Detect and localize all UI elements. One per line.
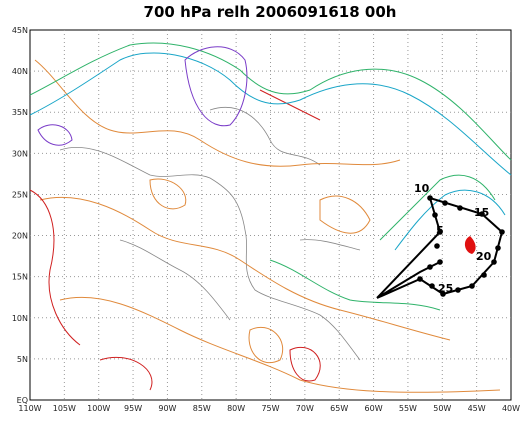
lat-label: 30N — [12, 149, 28, 158]
lon-label: 40W — [502, 404, 520, 413]
lat-label: 40N — [12, 67, 28, 76]
contours-orange — [34, 59, 501, 393]
contours-cyan — [29, 52, 512, 251]
track-label: 25 — [438, 282, 453, 295]
lat-label: 15N — [12, 273, 28, 282]
hurricane-symbol — [464, 236, 476, 254]
lat-label: 10N — [12, 314, 28, 323]
lon-label: 85W — [193, 404, 211, 413]
lon-label: 55W — [399, 404, 417, 413]
lon-label: 65W — [330, 404, 348, 413]
lon-label: 45W — [468, 404, 486, 413]
lon-label: 105W — [53, 404, 76, 413]
contours-red — [29, 89, 321, 391]
lon-label: 90W — [158, 404, 176, 413]
lat-label: 25N — [12, 190, 28, 199]
track-label: 20 — [476, 250, 492, 263]
graticule — [30, 30, 511, 400]
contours-green — [29, 42, 512, 311]
lon-label: 110W — [18, 404, 41, 413]
storm-track — [376, 195, 505, 299]
lon-label: 100W — [87, 404, 110, 413]
lat-label: 20N — [12, 232, 28, 241]
lat-label: 5N — [17, 355, 28, 364]
track-label: 15 — [474, 206, 489, 219]
lon-label: 60W — [365, 404, 383, 413]
track-label: 10 — [414, 182, 430, 195]
axis-labels: 110W 105W 100W 95W 90W 85W 80W 75W 70W 65W 60W 55W 5… — [12, 26, 520, 413]
lon-label: 75W — [261, 404, 279, 413]
lon-label: 80W — [227, 404, 245, 413]
lon-label: 95W — [124, 404, 142, 413]
coastlines — [59, 106, 361, 361]
lon-label: 70W — [296, 404, 314, 413]
lon-label: 50W — [433, 404, 451, 413]
lat-label: EQ — [17, 396, 28, 405]
contours-purple — [37, 46, 248, 146]
lat-label: 45N — [12, 26, 28, 35]
lat-label: 35N — [12, 108, 28, 117]
map-title: 700 hPa relh 2006091618 00h — [144, 3, 397, 21]
track-label: 5 — [436, 224, 444, 237]
